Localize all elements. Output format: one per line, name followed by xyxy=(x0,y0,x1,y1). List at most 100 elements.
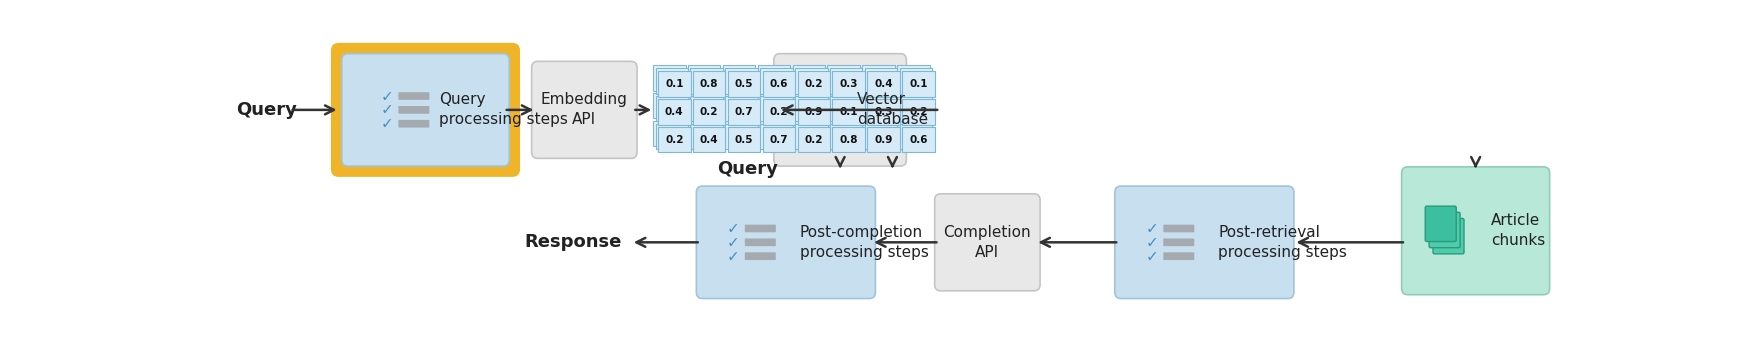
FancyBboxPatch shape xyxy=(1433,218,1463,254)
FancyBboxPatch shape xyxy=(833,71,865,97)
FancyBboxPatch shape xyxy=(763,127,796,152)
FancyBboxPatch shape xyxy=(863,65,895,91)
FancyBboxPatch shape xyxy=(1115,186,1294,299)
Text: 0.8: 0.8 xyxy=(699,79,718,89)
Text: ✓: ✓ xyxy=(1145,249,1159,264)
FancyBboxPatch shape xyxy=(866,71,900,97)
Ellipse shape xyxy=(796,92,819,103)
FancyBboxPatch shape xyxy=(727,99,761,125)
Text: 0.9: 0.9 xyxy=(805,107,822,117)
FancyBboxPatch shape xyxy=(757,65,791,91)
FancyBboxPatch shape xyxy=(745,252,777,260)
FancyBboxPatch shape xyxy=(896,121,930,146)
FancyBboxPatch shape xyxy=(833,99,865,125)
Text: ✓: ✓ xyxy=(1145,235,1159,250)
FancyBboxPatch shape xyxy=(796,94,821,130)
Text: 0.2: 0.2 xyxy=(699,107,718,117)
Text: Response: Response xyxy=(525,233,622,251)
FancyBboxPatch shape xyxy=(761,96,792,121)
FancyBboxPatch shape xyxy=(342,54,509,166)
FancyBboxPatch shape xyxy=(902,99,935,125)
Text: 0.3: 0.3 xyxy=(840,79,858,89)
Text: 0.8: 0.8 xyxy=(840,134,858,145)
FancyBboxPatch shape xyxy=(828,93,859,118)
FancyBboxPatch shape xyxy=(792,65,826,91)
FancyBboxPatch shape xyxy=(866,99,900,125)
FancyBboxPatch shape xyxy=(865,96,898,121)
FancyBboxPatch shape xyxy=(726,68,757,94)
Text: 0.2: 0.2 xyxy=(805,79,822,89)
FancyBboxPatch shape xyxy=(689,121,720,146)
FancyBboxPatch shape xyxy=(1402,167,1550,295)
FancyBboxPatch shape xyxy=(690,68,724,94)
FancyBboxPatch shape xyxy=(726,124,757,149)
FancyBboxPatch shape xyxy=(331,43,519,177)
FancyBboxPatch shape xyxy=(1430,212,1460,248)
FancyBboxPatch shape xyxy=(398,106,430,114)
Text: Vector
database: Vector database xyxy=(858,92,928,127)
FancyBboxPatch shape xyxy=(773,54,907,166)
FancyBboxPatch shape xyxy=(833,127,865,152)
Text: 0.4: 0.4 xyxy=(666,107,683,117)
FancyBboxPatch shape xyxy=(653,93,685,118)
FancyBboxPatch shape xyxy=(798,127,829,152)
FancyBboxPatch shape xyxy=(794,124,828,149)
FancyBboxPatch shape xyxy=(398,120,430,128)
Text: 0.2: 0.2 xyxy=(770,107,789,117)
Text: Post-retrieval
processing steps: Post-retrieval processing steps xyxy=(1219,225,1347,260)
Text: Query
processing steps: Query processing steps xyxy=(440,92,569,127)
Text: 0.4: 0.4 xyxy=(699,134,718,145)
FancyBboxPatch shape xyxy=(865,68,898,94)
Text: ✓: ✓ xyxy=(380,116,393,131)
Text: 0.1: 0.1 xyxy=(909,79,928,89)
FancyBboxPatch shape xyxy=(794,68,828,94)
FancyBboxPatch shape xyxy=(696,186,875,299)
FancyBboxPatch shape xyxy=(866,127,900,152)
Text: 0.9: 0.9 xyxy=(875,134,893,145)
FancyBboxPatch shape xyxy=(722,65,755,91)
FancyBboxPatch shape xyxy=(722,93,755,118)
Text: Completion
API: Completion API xyxy=(944,225,1032,260)
Text: ✓: ✓ xyxy=(380,102,393,117)
FancyBboxPatch shape xyxy=(865,124,898,149)
FancyBboxPatch shape xyxy=(829,96,863,121)
FancyBboxPatch shape xyxy=(1164,238,1194,246)
Text: ✓: ✓ xyxy=(727,249,740,264)
FancyBboxPatch shape xyxy=(900,96,932,121)
Text: ✓: ✓ xyxy=(380,88,393,104)
FancyBboxPatch shape xyxy=(798,71,829,97)
Text: 0.2: 0.2 xyxy=(909,107,928,117)
FancyBboxPatch shape xyxy=(653,121,685,146)
FancyBboxPatch shape xyxy=(727,71,761,97)
Text: 0.5: 0.5 xyxy=(734,79,754,89)
FancyBboxPatch shape xyxy=(722,121,755,146)
FancyBboxPatch shape xyxy=(659,71,690,97)
FancyBboxPatch shape xyxy=(902,127,935,152)
Text: 0.6: 0.6 xyxy=(770,79,789,89)
FancyBboxPatch shape xyxy=(902,71,935,97)
FancyBboxPatch shape xyxy=(757,121,791,146)
Text: 0.6: 0.6 xyxy=(909,134,928,145)
FancyBboxPatch shape xyxy=(659,99,690,125)
Text: 0.1: 0.1 xyxy=(666,79,683,89)
FancyBboxPatch shape xyxy=(900,124,932,149)
FancyBboxPatch shape xyxy=(798,99,829,125)
Text: 0.1: 0.1 xyxy=(840,107,858,117)
Text: ✓: ✓ xyxy=(727,235,740,250)
Text: 0.4: 0.4 xyxy=(873,79,893,89)
Text: Query: Query xyxy=(717,160,778,178)
Ellipse shape xyxy=(796,125,819,132)
FancyBboxPatch shape xyxy=(828,65,859,91)
FancyBboxPatch shape xyxy=(690,96,724,121)
FancyBboxPatch shape xyxy=(900,68,932,94)
FancyBboxPatch shape xyxy=(792,93,826,118)
FancyBboxPatch shape xyxy=(935,194,1041,291)
FancyBboxPatch shape xyxy=(532,61,637,158)
FancyBboxPatch shape xyxy=(659,127,690,152)
FancyBboxPatch shape xyxy=(689,65,720,91)
FancyBboxPatch shape xyxy=(761,68,792,94)
FancyBboxPatch shape xyxy=(1164,252,1194,260)
FancyBboxPatch shape xyxy=(1425,206,1456,241)
FancyBboxPatch shape xyxy=(690,124,724,149)
Text: ✓: ✓ xyxy=(727,221,740,236)
